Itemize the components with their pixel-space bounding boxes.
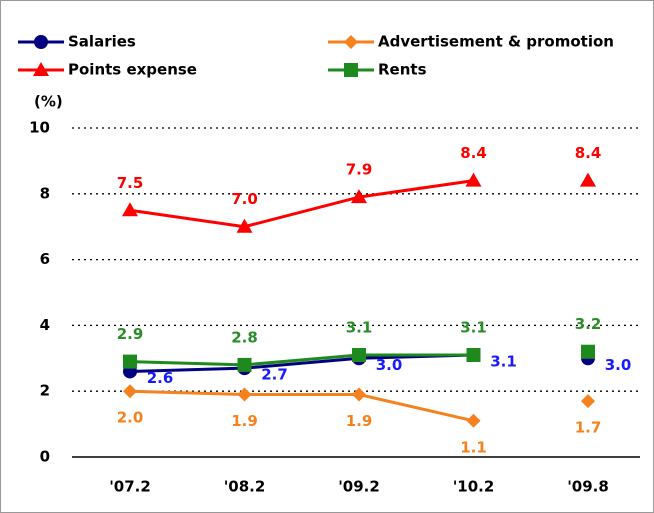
marker xyxy=(236,218,253,233)
data-label: 2.0 xyxy=(117,409,144,427)
data-label: 1.9 xyxy=(231,412,258,430)
marker xyxy=(237,387,252,402)
marker xyxy=(465,172,482,187)
marker xyxy=(581,394,595,409)
y-tick-label: 8 xyxy=(40,184,50,202)
y-tick-label: 2 xyxy=(40,382,50,400)
data-label: 2.8 xyxy=(231,328,258,346)
data-label: 7.0 xyxy=(231,190,258,208)
marker xyxy=(580,172,596,187)
series-line xyxy=(129,179,474,229)
data-label: 7.9 xyxy=(346,161,373,179)
data-label: 8.4 xyxy=(575,144,602,162)
legend-label: Points expense xyxy=(68,61,197,79)
legend-label: Rents xyxy=(378,61,427,79)
x-tick-label: '10.2 xyxy=(453,478,495,496)
data-label: 3.0 xyxy=(376,356,403,374)
data-label: 1.9 xyxy=(346,412,373,430)
marker xyxy=(344,35,358,49)
y-tick-label: 4 xyxy=(40,316,50,334)
series-line xyxy=(129,389,474,423)
y-tick-label: 10 xyxy=(29,119,50,137)
marker xyxy=(352,387,366,402)
marker xyxy=(123,354,137,369)
x-tick-label: '07.2 xyxy=(109,478,151,496)
legend-label: Advertisement & promotion xyxy=(378,33,614,51)
data-label: 8.4 xyxy=(460,144,487,162)
marker xyxy=(466,348,481,363)
data-label: 1.1 xyxy=(460,438,487,456)
data-label: 7.5 xyxy=(117,174,144,192)
marker xyxy=(466,413,481,428)
marker xyxy=(351,189,367,204)
data-label: 2.7 xyxy=(261,366,288,384)
data-label: 3.1 xyxy=(460,319,487,337)
data-label: 2.6 xyxy=(147,369,174,387)
y-tick-label: 6 xyxy=(40,250,50,268)
marker xyxy=(34,35,48,49)
data-label: 3.1 xyxy=(490,353,517,371)
marker xyxy=(33,62,49,76)
data-label: 2.9 xyxy=(117,325,144,343)
marker xyxy=(122,202,138,217)
x-tick-label: '08.2 xyxy=(224,478,266,496)
x-tick-label: '09.8 xyxy=(567,478,609,496)
series-line xyxy=(129,353,474,367)
marker xyxy=(581,344,595,359)
marker xyxy=(352,348,366,363)
data-label: 3.1 xyxy=(346,319,373,337)
y-tick-label: 0 xyxy=(40,448,50,466)
x-tick-label: '09.2 xyxy=(338,478,380,496)
data-label: 1.7 xyxy=(575,419,602,437)
data-label: 3.2 xyxy=(575,315,602,333)
legend-label: Salaries xyxy=(68,33,136,51)
marker xyxy=(237,357,252,372)
series-line xyxy=(129,353,474,373)
data-label: 3.0 xyxy=(605,356,632,374)
marker xyxy=(123,384,137,399)
marker xyxy=(344,63,358,77)
y-axis-label: (%) xyxy=(34,93,63,111)
